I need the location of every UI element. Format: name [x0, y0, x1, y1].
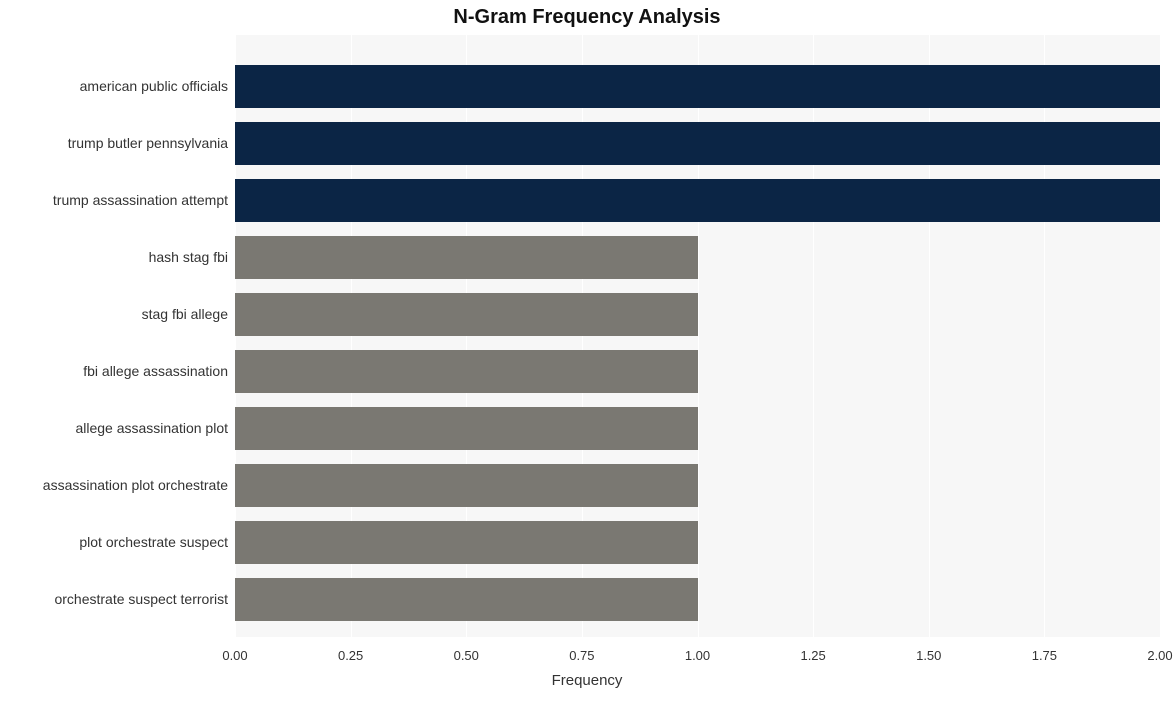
bar-row [235, 578, 698, 621]
bar-row [235, 293, 698, 336]
y-tick-label: trump assassination attempt [0, 192, 228, 208]
bar [235, 350, 698, 393]
bar-row [235, 407, 698, 450]
ngram-chart: N-Gram Frequency Analysis Frequency 0.00… [0, 0, 1174, 701]
x-tick-label: 0.00 [222, 648, 247, 663]
bar [235, 179, 1160, 222]
y-tick-label: stag fbi allege [0, 306, 228, 322]
x-axis-title: Frequency [0, 672, 1174, 689]
bar-row [235, 122, 1160, 165]
bar [235, 293, 698, 336]
bar [235, 122, 1160, 165]
y-tick-label: assassination plot orchestrate [0, 477, 228, 493]
bar-row [235, 179, 1160, 222]
chart-title: N-Gram Frequency Analysis [0, 6, 1174, 29]
y-tick-label: hash stag fbi [0, 249, 228, 265]
bar-row [235, 464, 698, 507]
x-tick-label: 1.50 [916, 648, 941, 663]
bar [235, 236, 698, 279]
y-tick-label: american public officials [0, 78, 228, 94]
x-tick-label: 1.00 [685, 648, 710, 663]
bar [235, 464, 698, 507]
x-tick-label: 0.25 [338, 648, 363, 663]
bar [235, 407, 698, 450]
y-tick-label: allege assassination plot [0, 420, 228, 436]
plot-area [235, 35, 1160, 637]
bar-row [235, 521, 698, 564]
y-tick-label: trump butler pennsylvania [0, 135, 228, 151]
y-tick-label: orchestrate suspect terrorist [0, 591, 228, 607]
x-tick-label: 2.00 [1147, 648, 1172, 663]
bar [235, 65, 1160, 108]
bar-row [235, 236, 698, 279]
bar [235, 521, 698, 564]
x-tick-label: 1.75 [1032, 648, 1057, 663]
gridline [1160, 35, 1161, 637]
x-tick-label: 0.75 [569, 648, 594, 663]
x-tick-label: 0.50 [454, 648, 479, 663]
y-tick-label: plot orchestrate suspect [0, 534, 228, 550]
bar-row [235, 350, 698, 393]
bar [235, 578, 698, 621]
y-tick-label: fbi allege assassination [0, 363, 228, 379]
bar-row [235, 65, 1160, 108]
x-tick-label: 1.25 [800, 648, 825, 663]
